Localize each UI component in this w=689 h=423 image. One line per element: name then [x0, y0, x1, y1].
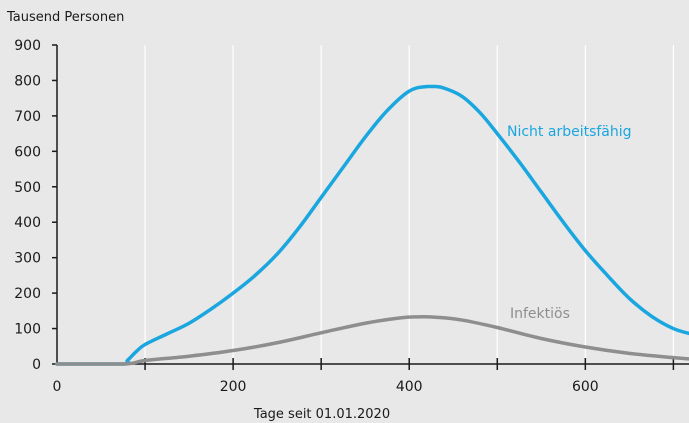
y-tick-label-800: 800: [14, 73, 41, 89]
series-label-nicht-arbeitsf-hig: Nicht arbeitsfähig: [507, 124, 632, 140]
labels-group: Tausend Personen Tage seit 01.01.2020: [6, 10, 390, 422]
y-axis-title: Tausend Personen: [6, 10, 124, 25]
grid-lines: [144, 45, 674, 364]
series-label-infekti-s: Infektiös: [510, 306, 570, 322]
x-tick-label-200: 200: [220, 379, 247, 395]
y-tick-label-0: 0: [32, 357, 41, 373]
x-tick-label-600: 600: [572, 379, 599, 395]
series-line-nicht-arbeitsf-hig: [55, 84, 689, 366]
series-line-infekti-s: [55, 315, 689, 366]
y-tick-label-500: 500: [14, 180, 41, 196]
y-tick-label-400: 400: [14, 215, 41, 231]
x-tick-label-400: 400: [396, 379, 423, 395]
y-tick-label-200: 200: [14, 286, 41, 302]
x-axis-title: Tage seit 01.01.2020: [253, 407, 390, 422]
series-group: Nicht arbeitsfähig Infektiös: [55, 84, 689, 366]
axes: 0 100 200 300 400 500 600 700 800 900 0 200 400 600: [14, 38, 689, 395]
y-tick-label-100: 100: [14, 322, 41, 338]
y-tick-label-300: 300: [14, 251, 41, 267]
y-tick-label-600: 600: [14, 144, 41, 160]
y-tick-label-900: 900: [14, 38, 41, 54]
x-tick-label-0: 0: [53, 379, 62, 395]
y-tick-label-700: 700: [14, 109, 41, 125]
